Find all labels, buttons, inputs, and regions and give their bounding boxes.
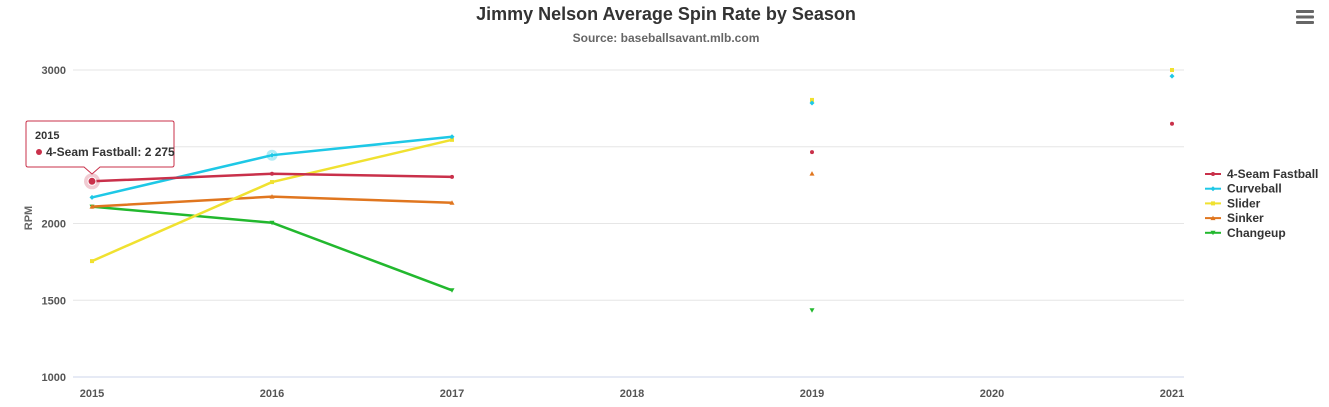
data-point[interactable]	[269, 152, 275, 158]
data-point[interactable]	[810, 97, 814, 102]
data-point[interactable]	[809, 308, 815, 313]
x-axis-ticks: 2015 2016 2017 2018 2019 2020 2021	[80, 388, 1184, 400]
legend-marker[interactable]	[1210, 215, 1216, 221]
tooltip: 2015 4-Seam Fastball: 2 275	[25, 120, 175, 190]
legend-marker[interactable]	[1210, 230, 1216, 236]
legend-label: Sinker	[1227, 211, 1264, 225]
x-tick-label: 2020	[980, 388, 1004, 400]
series-slider	[90, 68, 1174, 264]
data-point[interactable]	[449, 200, 455, 205]
legend-item[interactable]: Sinker	[1205, 211, 1264, 225]
legend-item[interactable]: Curveball	[1205, 182, 1282, 196]
data-point[interactable]	[449, 134, 455, 140]
x-tick-label: 2018	[620, 388, 644, 400]
data-point[interactable]	[1169, 73, 1175, 79]
legend-item[interactable]: Slider	[1205, 196, 1261, 210]
data-point[interactable]	[270, 180, 274, 185]
data-point[interactable]	[270, 171, 274, 176]
hamburger-menu-icon[interactable]	[1292, 6, 1318, 28]
grid-lines	[73, 69, 1184, 301]
data-point[interactable]	[1170, 121, 1174, 126]
series-line[interactable]	[91, 205, 453, 292]
tooltip-value-text: 2 275	[145, 145, 175, 159]
tooltip-box	[25, 120, 175, 175]
y-axis-title: RPM	[23, 206, 35, 230]
legend-label: 4-Seam Fastball	[1227, 167, 1318, 181]
legend-marker[interactable]	[1210, 186, 1216, 192]
y-tick-label: 1000	[42, 372, 66, 384]
series-changeup	[89, 204, 815, 313]
series-curveball	[89, 73, 1175, 200]
data-point[interactable]	[810, 150, 814, 155]
legend-label: Changeup	[1227, 226, 1286, 240]
x-tick-label: 2017	[440, 388, 464, 400]
legend-item[interactable]: 4-Seam Fastball	[1205, 167, 1318, 181]
series-layer	[89, 68, 1175, 313]
x-tick-label: 2016	[260, 388, 284, 400]
data-point[interactable]	[449, 288, 455, 293]
chart-subtitle: Source: baseballsavant.mlb.com	[573, 31, 760, 45]
legend-label: Slider	[1227, 196, 1261, 210]
x-tick-label: 2019	[800, 388, 824, 400]
legend-label: Curveball	[1227, 182, 1282, 196]
series-4-seam-fastball	[90, 121, 1174, 184]
y-axis-ticks: 1000 1500 2000 3000	[42, 65, 66, 384]
tooltip-x-label: 2015	[35, 130, 59, 142]
data-point[interactable]	[1170, 68, 1174, 72]
y-tick-label: 2000	[42, 219, 66, 231]
tooltip-point	[87, 176, 97, 186]
y-tick-label: 3000	[42, 65, 66, 77]
legend-marker[interactable]	[1211, 201, 1215, 206]
data-point[interactable]	[450, 174, 454, 179]
data-point[interactable]	[269, 220, 275, 226]
x-tick-label: 2015	[80, 388, 104, 400]
chart-title: Jimmy Nelson Average Spin Rate by Season	[476, 4, 856, 24]
tooltip-series-dot	[36, 149, 42, 155]
x-tick-label: 2021	[1160, 388, 1184, 400]
legend-item[interactable]: Changeup	[1205, 226, 1286, 240]
y-tick-label: 1500	[42, 295, 66, 307]
data-point[interactable]	[269, 194, 275, 199]
tooltip-value: 4-Seam Fastball: 2 275	[46, 145, 175, 159]
data-point[interactable]	[90, 259, 94, 264]
data-point[interactable]	[809, 100, 815, 106]
data-point[interactable]	[89, 204, 95, 209]
legend: 4-Seam FastballCurveballSliderSinkerChan…	[1205, 167, 1318, 240]
tooltip-series-label: 4-Seam Fastball:	[46, 145, 145, 159]
legend-marker[interactable]	[1211, 172, 1215, 176]
data-point[interactable]	[450, 137, 454, 142]
hover-halo	[266, 149, 278, 161]
series-sinker	[89, 171, 815, 209]
data-point[interactable]	[809, 171, 815, 176]
data-point[interactable]	[89, 194, 95, 200]
